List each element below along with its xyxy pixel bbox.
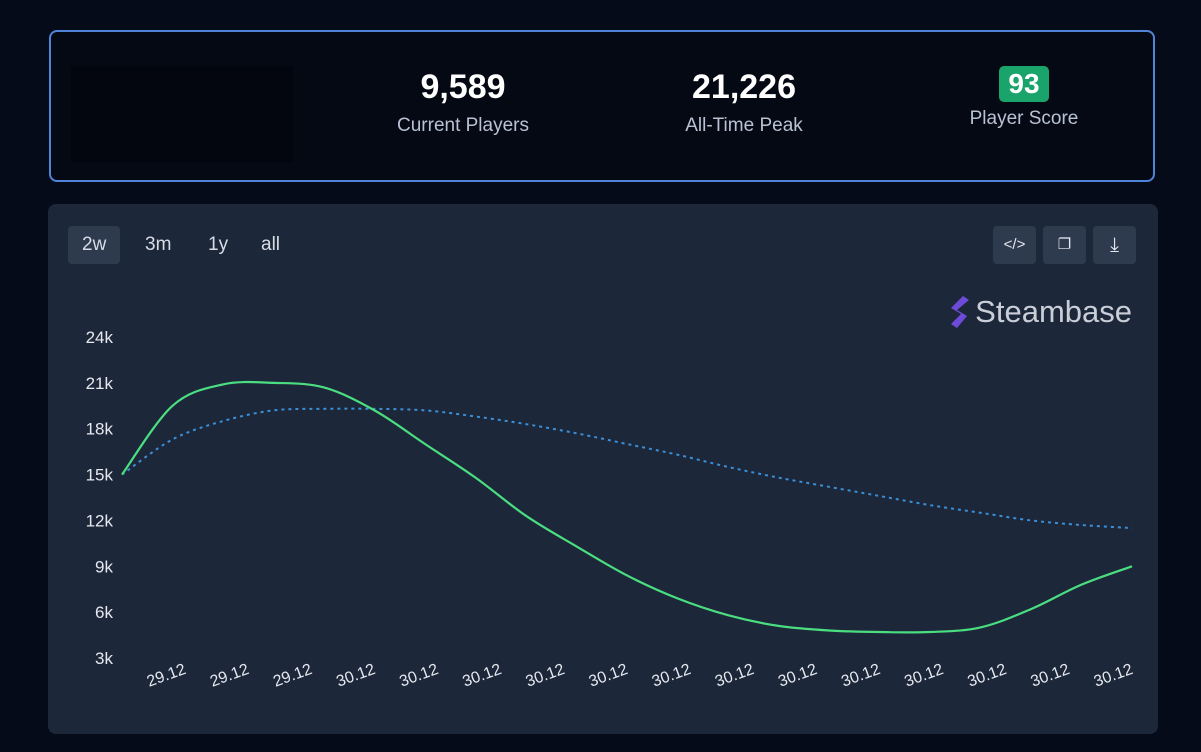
y-tick-label: 6k — [95, 603, 113, 622]
x-tick-label: 30.12 — [776, 661, 820, 691]
player-score-stat: 93 Player Score — [914, 66, 1134, 130]
timeframe-all[interactable]: all — [261, 234, 281, 255]
x-tick-label: 30.12 — [965, 661, 1009, 691]
y-tick-label: 21k — [86, 374, 114, 393]
y-tick-label: 12k — [86, 511, 114, 530]
steambase-mark-icon — [951, 296, 970, 328]
player-score-label: Player Score — [969, 108, 1079, 129]
all-time-peak-stat: 21,226 All-Time Peak — [634, 68, 854, 137]
x-tick-label: 30.12 — [713, 661, 757, 691]
copy-icon[interactable]: ❐ — [1043, 226, 1086, 264]
timeframe-3m[interactable]: 3m — [145, 234, 172, 255]
brand-name: Steambase — [975, 294, 1132, 329]
x-tick-label: 30.12 — [1092, 661, 1136, 691]
y-tick-label: 3k — [95, 649, 113, 668]
x-tick-label: 30.12 — [587, 661, 631, 691]
x-tick-label: 30.12 — [902, 661, 946, 691]
player-score-badge: 93 — [999, 66, 1049, 102]
x-tick-label: 29.12 — [271, 661, 315, 691]
player-count-line — [121, 380, 1133, 634]
current-players-stat: 9,589 Current Players — [353, 68, 573, 137]
x-tick-label: 29.12 — [208, 661, 252, 691]
all-time-peak-label: All-Time Peak — [685, 115, 803, 136]
current-players-label: Current Players — [397, 115, 529, 136]
steambase-logo: Steambase — [951, 294, 1132, 330]
x-tick-label: 30.12 — [460, 661, 504, 691]
x-tick-label: 30.12 — [1029, 661, 1073, 691]
y-tick-label: 15k — [86, 466, 114, 485]
chart-panel: 2w 3m 1y all </> ❐ ⤓ Steambase — [48, 204, 1158, 734]
stats-card: 9,589 Current Players 21,226 All-Time Pe… — [49, 30, 1155, 182]
y-tick-label: 9k — [95, 557, 113, 576]
y-tick-label: 18k — [86, 420, 114, 439]
average-players-line — [121, 407, 1133, 530]
game-logo — [71, 66, 293, 162]
all-time-peak-value: 21,226 — [692, 68, 796, 106]
y-tick-label: 24k — [86, 328, 114, 347]
download-icon[interactable]: ⤓ — [1093, 226, 1136, 264]
code-icon[interactable]: </> — [993, 226, 1036, 264]
current-players-value: 9,589 — [420, 68, 506, 106]
x-tick-label: 30.12 — [650, 661, 694, 691]
timeframe-2w[interactable]: 2w — [68, 226, 121, 264]
x-tick-label: 30.12 — [397, 661, 441, 691]
x-tick-label: 30.12 — [839, 661, 883, 691]
x-tick-label: 30.12 — [524, 661, 568, 691]
x-tick-label: 29.12 — [145, 661, 189, 691]
x-tick-label: 30.12 — [334, 661, 378, 691]
timeframe-1y[interactable]: 1y — [208, 234, 229, 255]
